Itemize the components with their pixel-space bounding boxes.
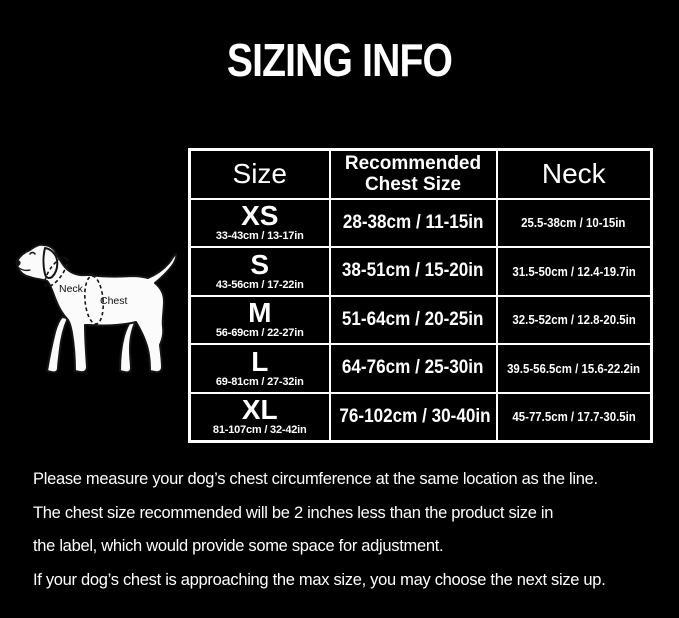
table-row-xl: XL 81-107cm / 32-42in 76-102cm / 30-40in… [188, 391, 653, 442]
neck-value: 45-77.5cm / 17.7-30.5in [512, 409, 636, 424]
size-range: 56-69cm / 22-27in [215, 327, 304, 340]
neck-value: 39.5-56.5cm / 15.6-22.2in [507, 360, 641, 376]
neck-label: Neck [59, 283, 84, 295]
size-cell: XS 33-43cm / 13-17in [188, 197, 331, 248]
table-row-m: M 56-69cm / 22-27in 51-64cm / 20-25in 32… [188, 294, 653, 345]
page-title: SIZING INFO [0, 34, 679, 86]
neck-value: 32.5-52cm / 12.8-20.5in [512, 312, 636, 328]
size-range: 33-43cm / 13-17in [215, 230, 304, 243]
dog-measurement-diagram: Neck Chest [8, 238, 186, 390]
note-line: The chest size recommended will be 2 inc… [33, 503, 554, 522]
header-size: Size [188, 148, 331, 200]
note-line: Please measure your dog’s chest circumfe… [33, 470, 598, 488]
chest-cell: 64-76cm / 25-30in [328, 343, 498, 394]
chest-cell: 38-51cm / 15-20in [328, 246, 498, 297]
chest-value: 64-76cm / 25-30in [342, 357, 484, 379]
size-cell: XL 81-107cm / 32-42in [188, 391, 331, 442]
measurement-notes: Please measure your dog’s chest circumfe… [33, 463, 658, 597]
note-line: If your dog’s chest is approaching the m… [33, 570, 606, 589]
dog-far-rear-leg [118, 317, 138, 374]
size-code: L [251, 345, 269, 377]
table-row-s: S 43-56cm / 17-22in 38-51cm / 15-20in 31… [188, 246, 653, 297]
dog-ear [42, 247, 59, 279]
note-line: the label, which would provide some spac… [33, 537, 444, 555]
neck-measure-line [44, 256, 68, 288]
size-cell: M 56-69cm / 22-27in [188, 294, 331, 345]
neck-cell: 32.5-52cm / 12.8-20.5in [495, 294, 653, 345]
chest-value: 28-38cm / 11-15in [342, 211, 484, 233]
chest-cell: 76-102cm / 30-40in [328, 391, 498, 442]
size-range: 43-56cm / 17-22in [215, 278, 304, 291]
dog-nose [15, 260, 21, 266]
dog-mouth [18, 267, 31, 272]
dog-body [16, 243, 178, 374]
chest-cell: 51-64cm / 20-25in [328, 294, 498, 345]
header-chest-text: Recommended Chest Size [344, 153, 482, 196]
header-neck: Neck [495, 148, 653, 200]
size-code: M [248, 297, 272, 329]
chest-value: 51-64cm / 20-25in [342, 308, 484, 330]
dog-far-front-leg [45, 315, 70, 374]
neck-cell: 31.5-50cm / 12.4-19.7in [495, 246, 653, 297]
neck-value: 25.5-38cm / 10-15in [521, 215, 626, 231]
neck-value: 31.5-50cm / 12.4-19.7in [512, 263, 636, 279]
dog-eye [29, 251, 36, 255]
neck-cell: 45-77.5cm / 17.7-30.5in [495, 391, 653, 442]
page-title-text: SIZING INFO [226, 34, 453, 86]
size-range: 81-107cm / 32-42in [212, 424, 307, 436]
chest-cell: 28-38cm / 11-15in [328, 197, 498, 248]
chest-measure-line [83, 275, 105, 325]
table-row-xs: XS 33-43cm / 13-17in 28-38cm / 11-15in 2… [188, 197, 653, 248]
dog-illustration-icon: Neck Chest [15, 243, 178, 374]
chest-value: 76-102cm / 30-40in [338, 405, 491, 427]
chest-value: 38-51cm / 15-20in [342, 260, 484, 282]
header-chest: Recommended Chest Size [328, 148, 498, 200]
size-cell: S 43-56cm / 17-22in [188, 246, 331, 297]
size-table: Size Recommended Chest Size Neck XS 33-4… [188, 148, 653, 443]
size-code: S [250, 248, 270, 280]
neck-cell: 39.5-56.5cm / 15.6-22.2in [495, 343, 653, 394]
chest-label: Chest [100, 295, 128, 307]
table-header-row: Size Recommended Chest Size Neck [188, 148, 653, 200]
size-code: XS [241, 200, 279, 232]
size-range: 69-81cm / 27-32in [215, 375, 304, 388]
neck-cell: 25.5-38cm / 10-15in [495, 197, 653, 248]
size-code: XL [241, 394, 278, 425]
size-cell: L 69-81cm / 27-32in [188, 343, 331, 394]
table-row-l: L 69-81cm / 27-32in 64-76cm / 25-30in 39… [188, 343, 653, 394]
